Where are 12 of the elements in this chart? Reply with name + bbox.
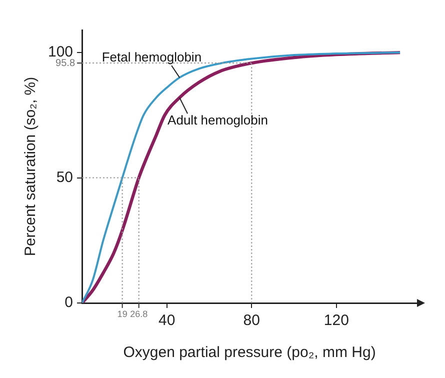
y-tick-label: 0 — [64, 294, 74, 312]
y-axis-title: Percent saturation (so₂, %) — [22, 76, 40, 256]
x-tick-label: 80 — [243, 312, 260, 330]
x-tick-label: 120 — [324, 312, 349, 330]
ref-line-label: 19 — [117, 308, 128, 319]
series-label: Fetal hemoglobin — [102, 50, 202, 65]
x-tick-label: 40 — [158, 312, 176, 330]
ref-line-label: 95.8 — [56, 58, 76, 69]
series-label: Adult hemoglobin — [168, 112, 268, 128]
x-axis-title: Oxygen partial pressure (po₂, mm Hg) — [123, 344, 376, 362]
y-tick-label: 50 — [56, 168, 74, 186]
ref-line-label: 26.8 — [130, 308, 148, 319]
